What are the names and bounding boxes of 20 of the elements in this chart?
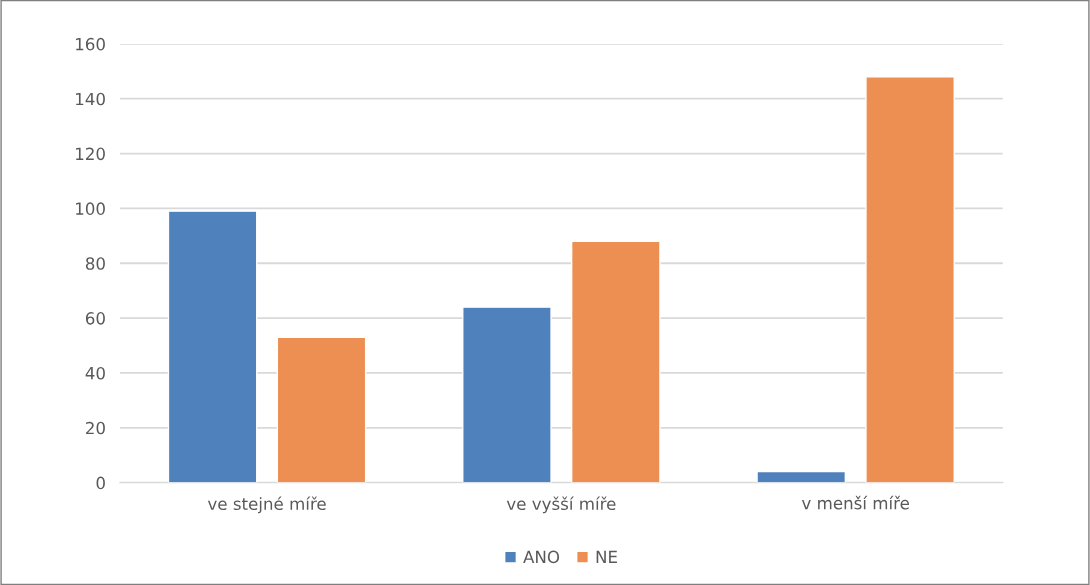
y-tick-label: 20 [86,421,105,435]
y-tick-label: 100 [76,202,105,215]
legend-label: NE [596,550,617,563]
bar [865,76,955,483]
y-tick-label: 60 [85,312,105,325]
bar [276,336,367,483]
y-tick-label: 140 [76,92,105,106]
legend-label: ANO [523,550,560,564]
y-tick-label: 160 [76,37,105,51]
y-tick-label: 40 [85,366,105,380]
y-tick-label: 80 [85,257,105,270]
x-tick-label: ve stejné míře [207,496,326,514]
y-tick-label: 120 [76,147,105,161]
bar [570,240,661,483]
bar [167,210,258,483]
y-tick-label: 0 [96,476,105,490]
bar [756,470,847,483]
bar [462,306,552,483]
x-tick-label: v menší míře [801,495,909,510]
x-tick-label: ve vyšší míře [506,496,616,514]
